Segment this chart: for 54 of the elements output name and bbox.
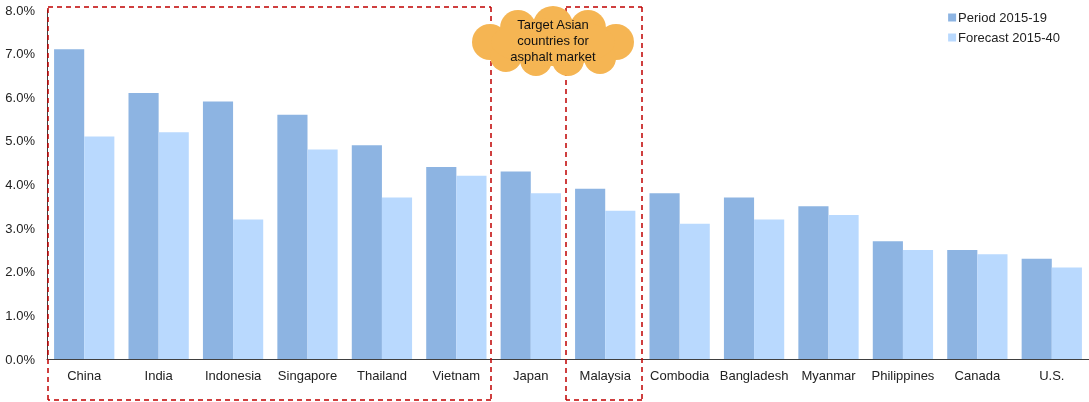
x-tick-label: Bangladesh <box>719 368 789 383</box>
bar <box>723 197 755 359</box>
y-tick-label: 4.0% <box>5 177 36 192</box>
x-tick-label: Malaysia <box>579 368 632 383</box>
x-tick-label: Canada <box>954 368 1001 383</box>
x-tick-label: India <box>144 368 174 383</box>
bar <box>947 249 978 359</box>
x-tick-label: Philippines <box>871 368 935 383</box>
bar <box>1021 258 1052 359</box>
bar <box>158 132 189 359</box>
bar <box>530 193 561 359</box>
legend-label: Forecast 2015-40 <box>958 30 1061 45</box>
bar <box>872 241 903 359</box>
x-tick-label: Thailand <box>356 368 407 383</box>
annotation: Target Asian countries for asphalt market <box>509 17 597 65</box>
bar <box>902 249 934 359</box>
bar <box>500 171 531 359</box>
bar <box>798 206 829 359</box>
bar <box>754 219 785 359</box>
bar <box>54 49 85 359</box>
x-tick-label: Myanmar <box>801 368 857 383</box>
y-tick-label: 5.0% <box>5 133 36 149</box>
y-tick-label: 7.0% <box>5 46 36 62</box>
bar <box>351 145 382 359</box>
x-tick-label: Vietnam <box>432 368 481 383</box>
bar <box>605 210 636 359</box>
bar <box>679 223 710 359</box>
y-tick-label: 8.0% <box>5 2 36 18</box>
y-tick-label: 1.0% <box>5 307 36 323</box>
legend-label: Period 2015-19 <box>958 10 1048 25</box>
bar <box>202 101 234 359</box>
y-tick-label: 2.0% <box>5 264 36 280</box>
bar <box>828 215 859 359</box>
y-tick-label: 3.0% <box>5 220 36 236</box>
y-tick-label: 0.0% <box>5 351 36 367</box>
bar <box>649 193 680 359</box>
x-tick-label: Japan <box>513 368 549 383</box>
x-tick-label: Combodia <box>650 368 711 383</box>
x-tick-label: China <box>67 368 102 383</box>
bar <box>233 219 264 359</box>
bar <box>977 254 1008 359</box>
x-tick-label: U.S. <box>1039 368 1065 383</box>
bar <box>84 136 115 359</box>
bar <box>426 167 457 359</box>
bar <box>277 114 308 359</box>
bar <box>1051 267 1082 359</box>
x-tick-label: Indonesia <box>204 368 263 383</box>
y-tick-label: 6.0% <box>5 89 36 105</box>
bar <box>381 197 413 359</box>
bar <box>307 149 338 359</box>
bar <box>128 92 159 359</box>
x-tick-label: Singapore <box>277 368 338 383</box>
bar <box>575 188 606 359</box>
bar <box>456 175 487 359</box>
